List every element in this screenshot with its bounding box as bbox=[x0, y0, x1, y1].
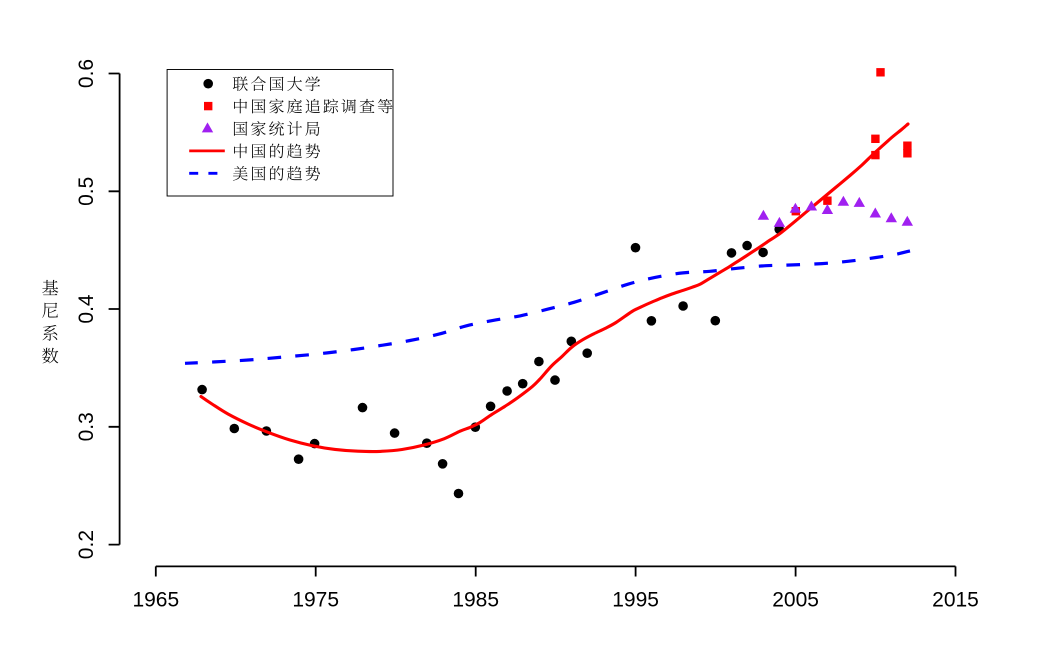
svg-text:1995: 1995 bbox=[612, 589, 659, 612]
svg-text:2015: 2015 bbox=[932, 589, 979, 612]
svg-text:2005: 2005 bbox=[772, 589, 819, 612]
svg-text:0.4: 0.4 bbox=[75, 294, 98, 324]
svg-text:1985: 1985 bbox=[452, 589, 499, 612]
svg-text:0.2: 0.2 bbox=[75, 530, 98, 559]
svg-text:0.6: 0.6 bbox=[75, 59, 98, 88]
svg-text:1975: 1975 bbox=[292, 589, 339, 612]
svg-text:0.5: 0.5 bbox=[75, 177, 98, 206]
svg-text:1965: 1965 bbox=[132, 589, 179, 612]
svg-text:0.3: 0.3 bbox=[75, 412, 98, 441]
